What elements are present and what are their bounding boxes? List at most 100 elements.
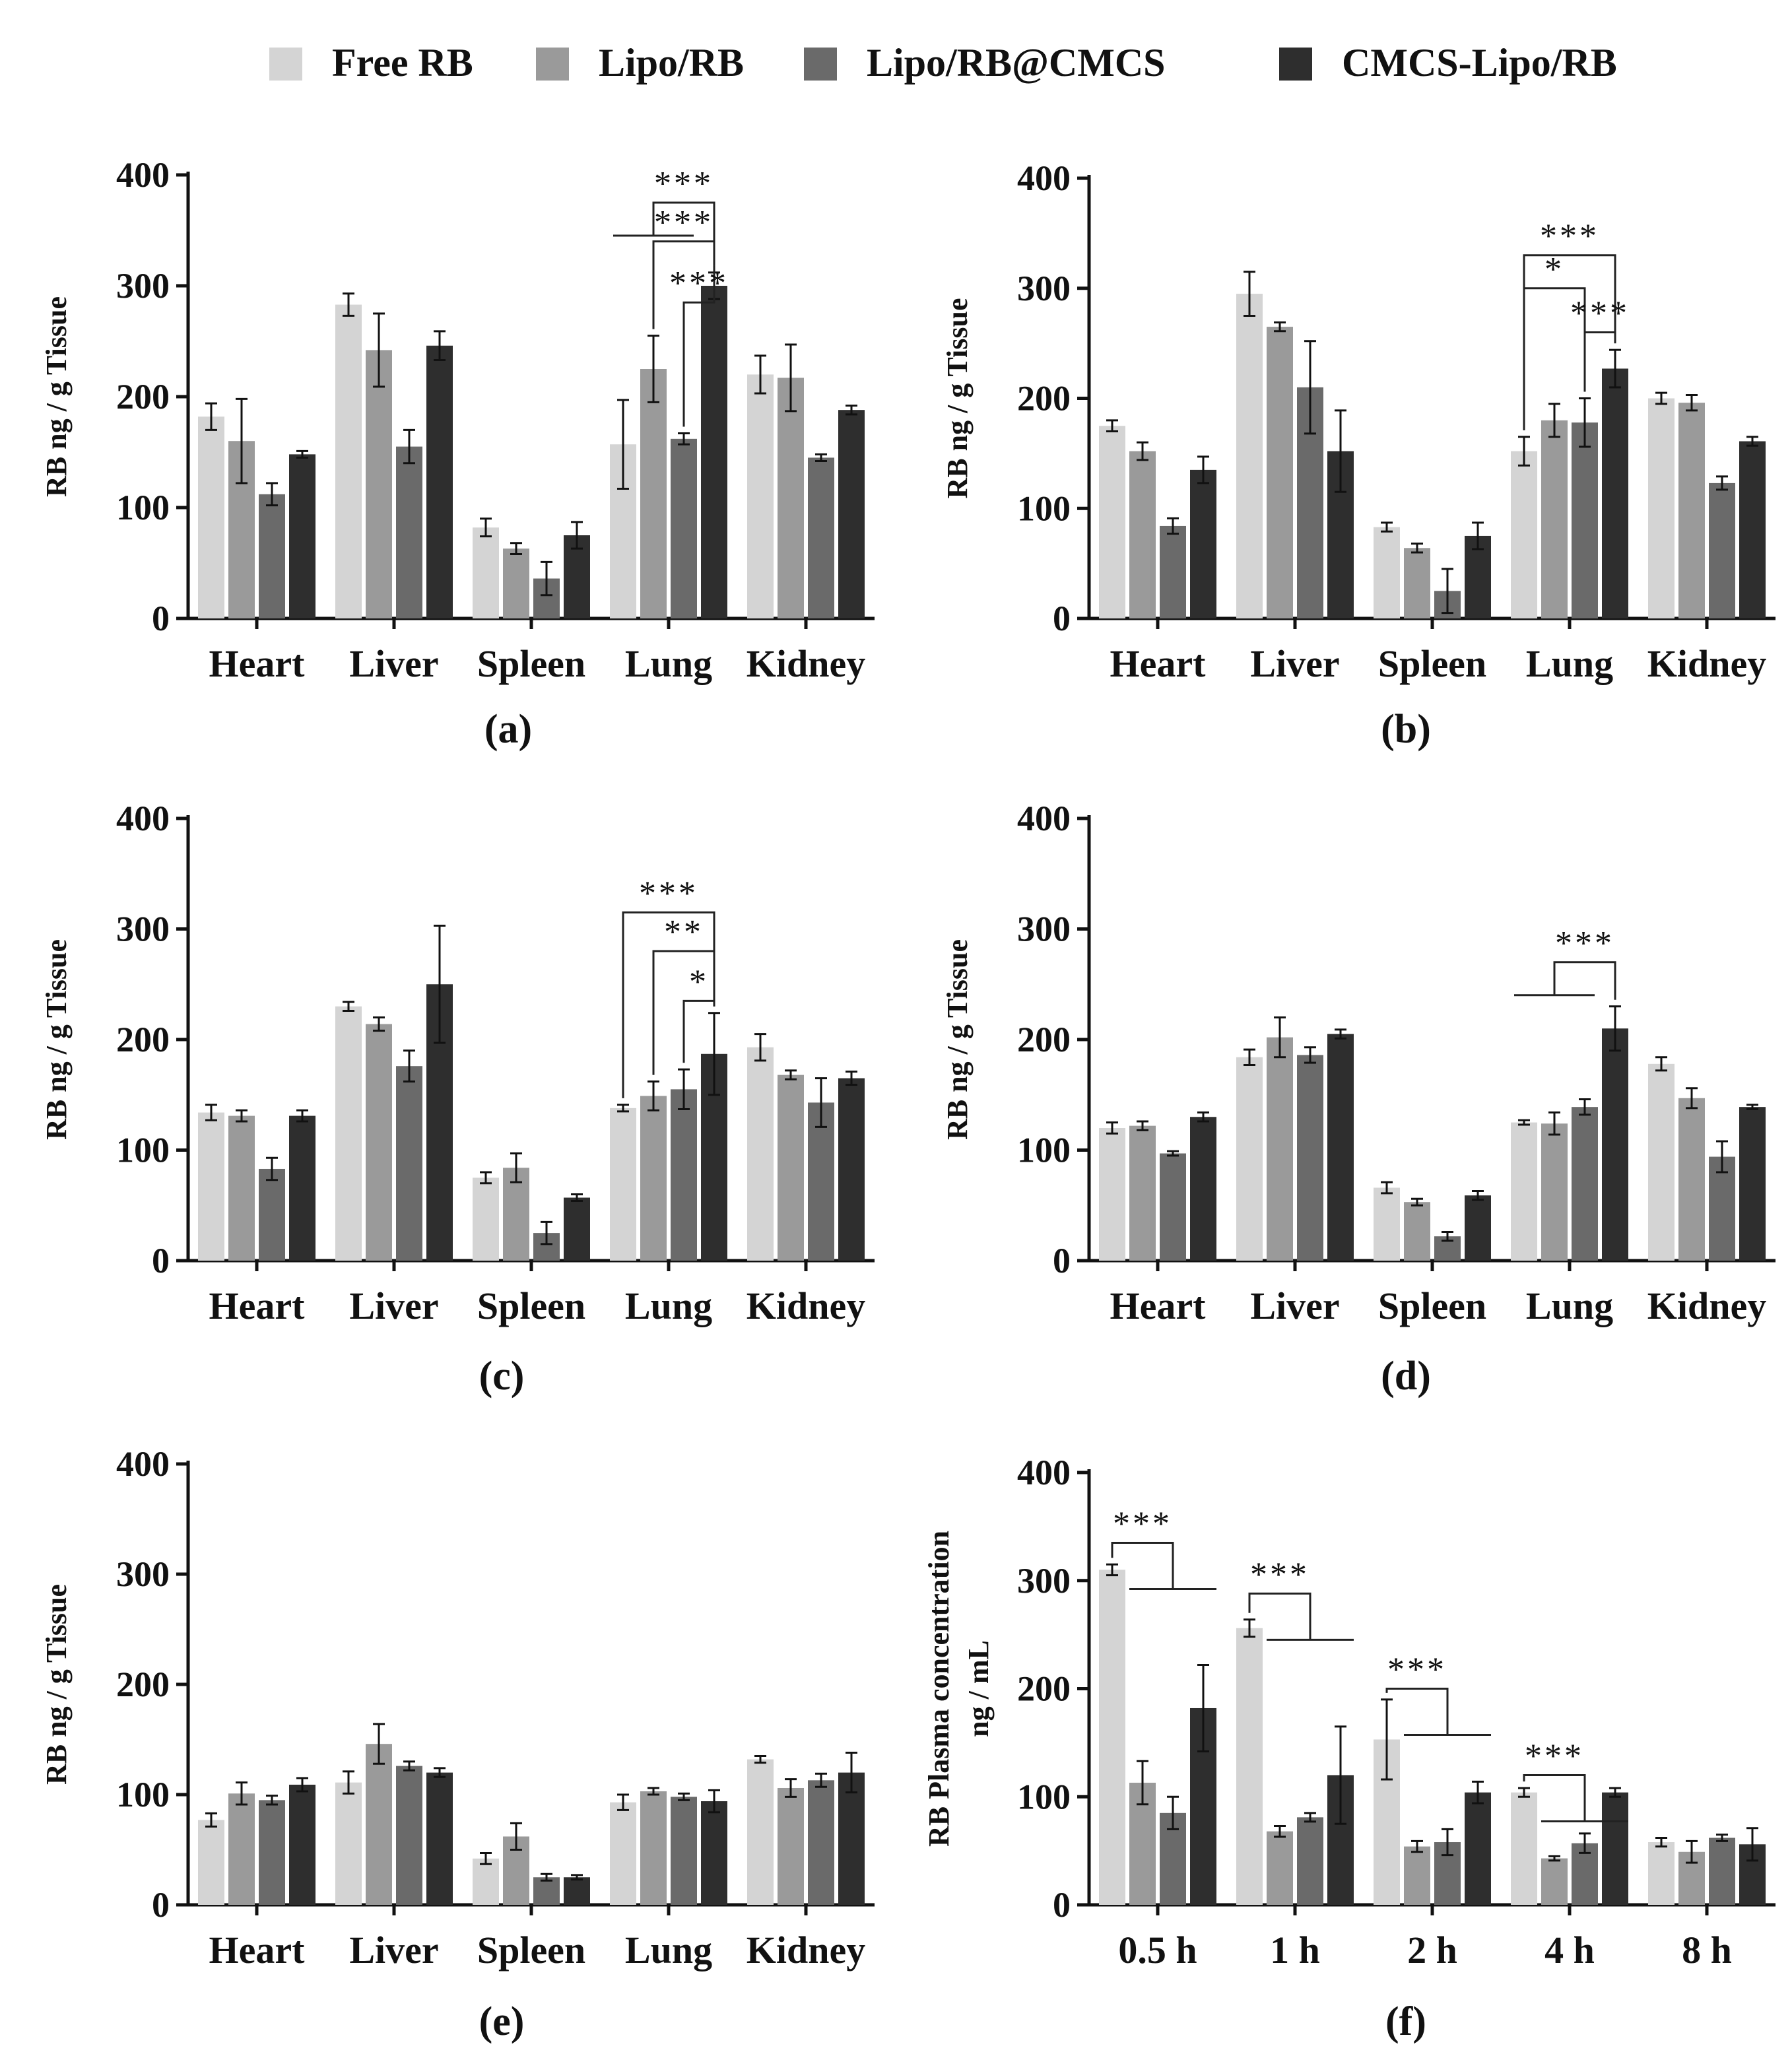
significance-bracket [652,201,715,266]
bar [1678,403,1705,618]
bar [1404,1846,1430,1905]
category-label: 0.5 h [1118,1929,1197,1971]
bar [564,1877,590,1905]
bar [1648,398,1675,618]
y-tick-label: 300 [1017,269,1071,308]
bar [289,1784,315,1905]
y-tick-label: 100 [116,1131,170,1170]
legend-swatch [1279,48,1312,81]
y-tick-label: 100 [116,488,170,527]
panel-label: (d) [1381,1354,1431,1399]
y-tick-label: 400 [1017,158,1071,198]
bar [1511,1122,1537,1261]
bar [1099,1570,1125,1905]
bar [1236,1628,1263,1905]
bar [228,1115,255,1261]
bar [747,374,774,618]
bar [1709,1838,1735,1905]
legend: Free RB Lipo/RB Lipo/RB@CMCS CMCS-Lipo/RB [269,41,1617,84]
category-label: Lung [1526,642,1613,685]
y-tick-label: 0 [1053,1885,1071,1925]
bar [259,1168,285,1261]
bar [1739,441,1766,618]
significance-bracket [682,265,715,427]
bar [1160,1153,1186,1261]
category-label: Kidney [1647,642,1767,685]
panel-label: (c) [479,1354,525,1399]
y-tick-label: 200 [116,1665,170,1704]
significance-bracket [1523,254,1616,430]
legend-swatch [536,48,569,81]
bar [366,1024,392,1261]
category-label: Heart [1110,1284,1207,1327]
bar [1374,1187,1400,1261]
bar [671,438,697,618]
bar [1541,420,1568,618]
bar [808,1780,834,1905]
bar [335,1782,362,1905]
panel-label: (a) [484,707,532,752]
bar [1465,1195,1491,1261]
bar [671,1089,697,1261]
panel-a: 0 100 200 300 400 RB ng / g Tissue Heart Liver S… [40,155,875,752]
bar [1602,368,1628,618]
bar [1541,1858,1568,1905]
significance-label: *** [1113,1505,1172,1542]
y-tick-label: 300 [1017,910,1071,949]
y-tick-label: 300 [116,1554,170,1594]
bar [640,1096,667,1261]
bar [1709,1156,1735,1261]
bar [1404,548,1430,618]
significance-label: *** [1525,1738,1584,1775]
bar [533,1877,560,1905]
bar [701,1801,727,1905]
y-tick-label: 300 [1017,1561,1071,1601]
bar [1511,1792,1537,1905]
category-label: Spleen [1378,1284,1486,1327]
significance-bracket [1553,961,1616,1000]
legend-label: Lipo/RB [599,41,744,84]
significance-label: ** [664,913,704,951]
category-label: Liver [349,1929,438,1971]
bar [1511,451,1537,618]
significance-label: *** [1387,1651,1447,1689]
bar [259,494,285,618]
y-axis-label-unit: ng / mL [962,1640,995,1737]
y-tick-label: 100 [116,1775,170,1814]
bar [1404,1202,1430,1261]
bar [1648,1842,1675,1905]
category-label: Spleen [1378,642,1486,685]
bar [838,1772,865,1905]
legend-label: CMCS-Lipo/RB [1342,41,1617,84]
y-tick-label: 200 [1017,379,1071,418]
category-label: 8 h [1682,1929,1732,1971]
bar [1602,1028,1628,1261]
bar [366,1744,392,1905]
category-label: Heart [209,1284,306,1327]
panel-b: 0 100 200 300 400 RB ng / g Tissue Heart Liver S… [941,158,1775,752]
y-tick-label: 400 [1017,1453,1071,1492]
bar [426,1772,453,1905]
y-axis-label: RB ng / g Tissue [40,939,73,1140]
significance-label: *** [1250,1556,1310,1593]
bar [1709,482,1735,618]
y-tick-label: 100 [1017,1131,1071,1170]
legend-label: Free RB [332,41,473,84]
bar [1267,1037,1293,1261]
category-label: Kidney [747,642,866,685]
bar [366,350,392,618]
bar [747,1047,774,1261]
category-label: Spleen [477,1284,585,1327]
bar [1465,1792,1491,1905]
bar [473,527,499,618]
y-tick-label: 200 [116,1020,170,1059]
bar [396,446,422,618]
category-label: 2 h [1407,1929,1457,1971]
y-axis-label: RB ng / g Tissue [40,296,73,497]
bar [640,1791,667,1905]
significance-label: *** [654,165,713,203]
bar [701,286,727,618]
panel-label: (b) [1381,707,1431,752]
category-label: Lung [1526,1284,1613,1327]
y-tick-label: 0 [1053,1241,1071,1280]
